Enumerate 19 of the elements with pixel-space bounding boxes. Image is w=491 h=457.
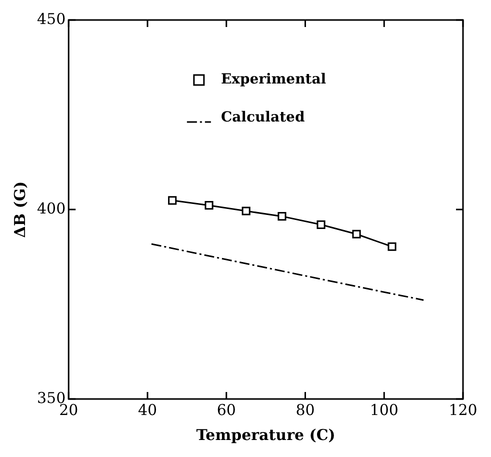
x-axis-title: Temperature (C) [196, 426, 336, 444]
point [388, 242, 396, 251]
legend-label: Experimental [220, 72, 326, 88]
point [316, 220, 326, 229]
x-tick-label: 40 [138, 400, 158, 419]
y-axis-title: ΔB (G) [10, 181, 29, 238]
point [242, 206, 250, 216]
point [168, 196, 177, 205]
line-series [150, 243, 424, 301]
point [204, 201, 214, 210]
y-tick-label: 450 [36, 10, 66, 28]
x-tick-label: 80 [296, 400, 315, 419]
x-tick-label: 100 [370, 400, 398, 419]
point [352, 230, 361, 238]
point [278, 212, 286, 221]
y-tick-label: 400 [36, 199, 66, 218]
x-tick-label: 120 [448, 400, 478, 419]
x-tick-label: 60 [216, 400, 236, 419]
legend-label: Calculated [220, 110, 305, 126]
